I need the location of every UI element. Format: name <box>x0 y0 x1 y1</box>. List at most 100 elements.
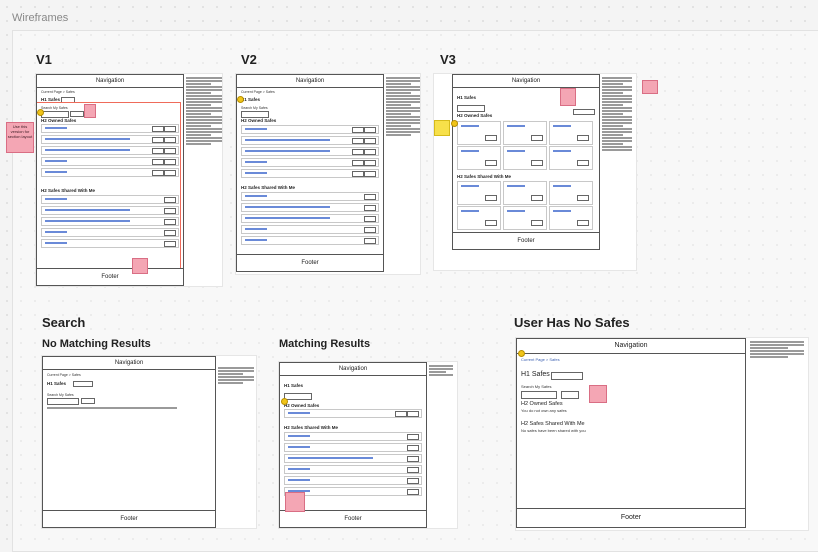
v1-row[interactable] <box>41 195 179 204</box>
v3-card-item[interactable] <box>457 121 501 145</box>
no-safes-wireframe[interactable]: Navigation Current Page > Safes H1 Safes… <box>516 338 746 528</box>
v2-search-field[interactable] <box>241 111 269 118</box>
v3-wireframe[interactable]: Navigation H1 Safes H2 Owned Safes H2 Sa… <box>452 74 600 250</box>
v1-row[interactable] <box>41 146 179 155</box>
no-matching-wireframe[interactable]: Navigation Current Page > Safes H1 Safes… <box>42 356 216 528</box>
ns-search-label: Search My Safes <box>521 384 552 389</box>
v1-row[interactable] <box>41 135 179 144</box>
ns-sticky-note-icon[interactable] <box>589 385 607 403</box>
v3-card-item[interactable] <box>503 206 547 230</box>
v2-row[interactable] <box>241 236 379 245</box>
v1-row[interactable] <box>41 239 179 248</box>
v3-card-item[interactable] <box>549 146 593 170</box>
section-title-v1: V1 <box>36 52 52 67</box>
v1-h2-owned: H2 Owned Safes <box>41 118 77 123</box>
board-label[interactable]: Wireframes <box>12 12 69 24</box>
ns-breadcrumb[interactable]: Current Page > Safes <box>521 357 560 362</box>
v1-search-field[interactable] <box>41 111 69 118</box>
v2-footer: Footer <box>237 254 383 271</box>
v3-create-button[interactable] <box>573 109 595 115</box>
v1-row[interactable] <box>41 228 179 237</box>
m-row[interactable] <box>284 432 422 441</box>
m-row[interactable] <box>284 454 422 463</box>
ns-search-field[interactable] <box>521 391 557 399</box>
ns-create-button[interactable] <box>551 372 583 380</box>
m-h2-owned: H2 Owned Safes <box>284 403 320 408</box>
v3-card-item[interactable] <box>457 181 501 205</box>
v2-row[interactable] <box>241 192 379 201</box>
nm-search-button[interactable] <box>81 398 95 404</box>
dot-marker-icon[interactable] <box>237 96 244 103</box>
m-search-field[interactable] <box>284 393 312 400</box>
dot-marker-icon[interactable] <box>451 120 458 127</box>
v1-sticky-small-icon[interactable] <box>84 104 96 118</box>
v3-sticky-yellow-icon[interactable] <box>434 120 450 136</box>
v1-sticky-note[interactable]: Use this version for section layout <box>6 122 34 153</box>
v2-row[interactable] <box>241 158 379 167</box>
v3-nav: Navigation <box>453 75 599 88</box>
v2-row[interactable] <box>241 225 379 234</box>
v2-search-label: Search My Safes <box>241 106 268 110</box>
m-row[interactable] <box>284 443 422 452</box>
v3-card-item[interactable] <box>457 206 501 230</box>
v1-row[interactable] <box>41 217 179 226</box>
nm-create-button[interactable] <box>73 381 93 387</box>
m-row[interactable] <box>284 476 422 485</box>
m-row[interactable] <box>284 487 422 496</box>
v1-footer: Footer <box>37 268 183 285</box>
v2-card[interactable]: Navigation Current Page > Safes H1 Safes… <box>236 74 420 274</box>
v3-card-item[interactable] <box>549 206 593 230</box>
no-safes-card[interactable]: Navigation Current Page > Safes H1 Safes… <box>516 338 808 530</box>
v1-sticky-note-icon[interactable] <box>132 258 148 274</box>
v3-sticky-note-icon[interactable] <box>560 88 576 106</box>
v3-sticky-outside-icon[interactable] <box>642 80 658 94</box>
v3-card-item[interactable] <box>549 181 593 205</box>
no-matching-card[interactable]: Navigation Current Page > Safes H1 Safes… <box>42 356 256 528</box>
v1-search-label: Search My Safes <box>41 106 68 110</box>
v2-row[interactable] <box>241 214 379 223</box>
section-title-search: Search <box>42 315 86 330</box>
v2-wireframe[interactable]: Navigation Current Page > Safes H1 Safes… <box>236 74 384 272</box>
nm-search-field[interactable] <box>47 398 79 405</box>
nm-breadcrumb: Current Page > Safes <box>47 373 81 377</box>
v1-search-button[interactable] <box>70 111 84 117</box>
dot-marker-icon[interactable] <box>281 398 288 405</box>
m-sticky-note-icon[interactable] <box>285 492 305 512</box>
v2-row[interactable] <box>241 169 379 178</box>
v2-row[interactable] <box>241 136 379 145</box>
v3-card-item[interactable] <box>457 146 501 170</box>
v2-row[interactable] <box>241 147 379 156</box>
v3-footer: Footer <box>453 232 599 249</box>
matching-wireframe[interactable]: Navigation H1 Safes H2 Owned Safes H2 Sa… <box>279 362 427 528</box>
ns-search-button[interactable] <box>561 391 579 399</box>
v1-card[interactable]: Navigation Current Page > Safes H1 Safes… <box>36 74 222 286</box>
ns-no-owned-text: You do not own any safes <box>521 408 567 413</box>
v3-h1: H1 Safes <box>457 95 477 100</box>
v1-nav: Navigation <box>37 75 183 88</box>
v3-card-item[interactable] <box>503 121 547 145</box>
v3-card-item[interactable] <box>549 121 593 145</box>
v2-row[interactable] <box>241 203 379 212</box>
matching-card[interactable]: Navigation H1 Safes H2 Owned Safes H2 Sa… <box>279 362 457 528</box>
m-row[interactable] <box>284 465 422 474</box>
v1-row[interactable] <box>41 206 179 215</box>
ns-h2-owned: H2 Owned Safes <box>521 401 563 407</box>
v1-row[interactable] <box>41 124 179 133</box>
section-title-no-safes: User Has No Safes <box>514 315 630 330</box>
v3-card-item[interactable] <box>503 181 547 205</box>
m-h2-shared: H2 Safes Shared With Me <box>284 425 338 430</box>
v3-h2-shared: H2 Safes Shared With Me <box>457 174 511 179</box>
v1-row[interactable] <box>41 168 179 177</box>
m-nav: Navigation <box>280 363 426 376</box>
dot-marker-icon[interactable] <box>518 350 525 357</box>
dot-marker-icon[interactable] <box>37 109 44 116</box>
v3-card-item[interactable] <box>503 146 547 170</box>
v3-search-field[interactable] <box>457 105 485 112</box>
m-row[interactable] <box>284 409 422 418</box>
v2-row[interactable] <box>241 125 379 134</box>
v1-h2-shared: H2 Safes Shared With Me <box>41 188 95 193</box>
v3-card[interactable]: Navigation H1 Safes H2 Owned Safes H2 Sa… <box>434 74 636 270</box>
ns-nav: Navigation <box>517 339 745 354</box>
v1-row[interactable] <box>41 157 179 166</box>
v1-wireframe[interactable]: Navigation Current Page > Safes H1 Safes… <box>36 74 184 286</box>
